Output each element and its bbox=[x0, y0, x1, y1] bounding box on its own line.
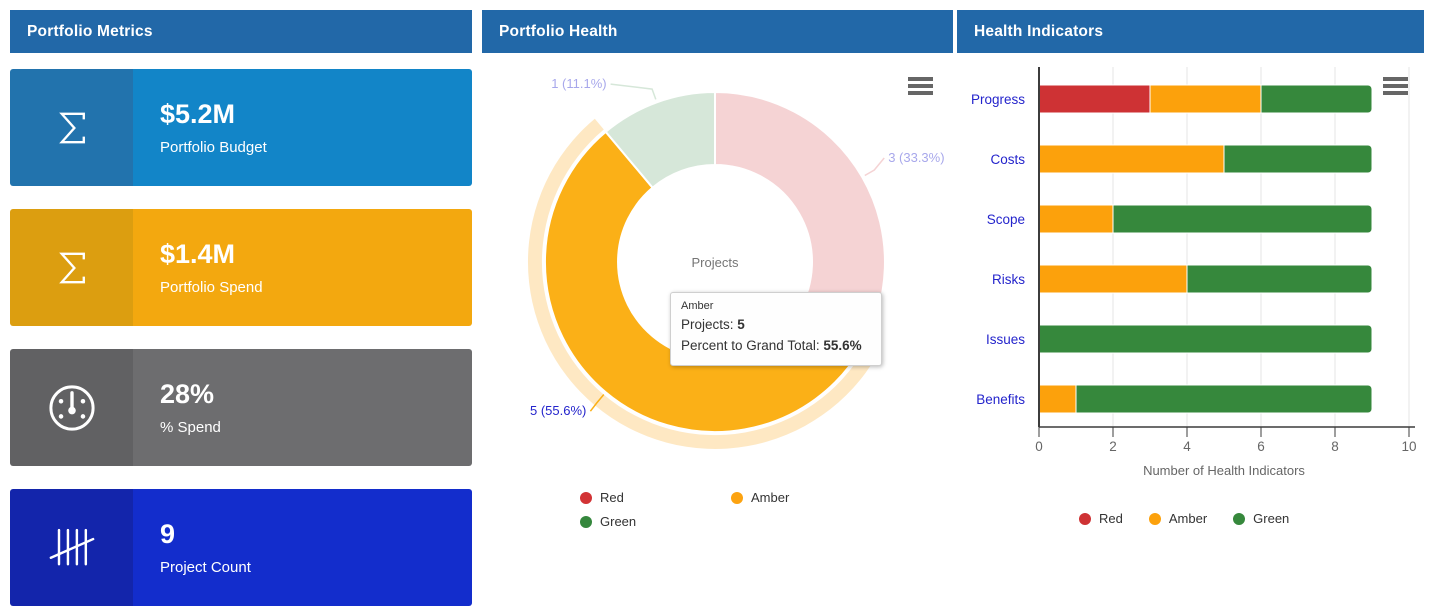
legend-item-red[interactable]: Red bbox=[1079, 511, 1123, 526]
metric-label: Portfolio Spend bbox=[160, 279, 263, 296]
metric-label: Project Count bbox=[160, 559, 251, 576]
legend-label: Green bbox=[1253, 511, 1290, 526]
panel-title-health: Portfolio Health bbox=[482, 10, 953, 53]
chart-tooltip: Amber Projects: 5 Percent to Grand Total… bbox=[670, 292, 882, 366]
x-axis-tick-label: 4 bbox=[1183, 439, 1191, 454]
pie-data-label-red[interactable]: 3 (33.3%) bbox=[888, 150, 944, 165]
x-axis-title: Number of Health Indicators bbox=[1143, 463, 1305, 478]
donut-chart-area: 3 (33.3%) 5 (55.6%) 1 (11.1%) Projects Ambe… bbox=[482, 53, 953, 609]
legend-marker bbox=[580, 491, 592, 504]
legend-marker bbox=[1148, 512, 1161, 525]
legend-label: Amber bbox=[751, 490, 790, 505]
metric-value: $1.4M bbox=[160, 239, 236, 269]
category-label-issues[interactable]: Issues bbox=[986, 332, 1025, 347]
metric-card-icon-area bbox=[10, 489, 133, 606]
metric-card-icon-area bbox=[10, 349, 133, 466]
metric-card-icon-area bbox=[10, 209, 133, 326]
metric-label: % Spend bbox=[160, 419, 221, 436]
category-label-risks[interactable]: Risks bbox=[992, 272, 1025, 287]
metric-card-project-count: 9 Project Count bbox=[10, 489, 472, 606]
tooltip-label: Projects: bbox=[681, 317, 738, 332]
metric-card-body: 28% % Spend bbox=[133, 349, 472, 466]
bar-segment-costs-green[interactable] bbox=[1223, 144, 1373, 174]
legend-label: Amber bbox=[1168, 511, 1208, 526]
bar-chart-area: Progress Costs Scope Risks Issues Benefits 0 2 4… bbox=[957, 53, 1424, 609]
pie-data-label-amber[interactable]: 5 (55.6%) bbox=[530, 403, 586, 418]
tally-icon bbox=[49, 528, 94, 565]
bar-segment-benefits-green[interactable] bbox=[1075, 384, 1373, 414]
bar-segment-scope-green[interactable] bbox=[1112, 204, 1373, 234]
bar-segment-risks-green[interactable] bbox=[1186, 264, 1373, 294]
metric-card-body: 9 Project Count bbox=[133, 489, 472, 606]
legend-label: Red bbox=[1099, 511, 1123, 526]
bar-legend: Red Amber Green bbox=[957, 511, 1424, 526]
metric-card-icon-area bbox=[10, 69, 133, 186]
x-axis-tick-label: 6 bbox=[1257, 439, 1265, 454]
bar-segment-costs-amber[interactable] bbox=[1038, 144, 1225, 174]
tooltip-series-name: Amber bbox=[681, 300, 714, 312]
metric-card-portfolio-spend: $1.4M Portfolio Spend bbox=[10, 209, 472, 326]
pie-label-connector bbox=[589, 394, 605, 412]
metric-value: 28% bbox=[160, 379, 215, 409]
sigma-icon bbox=[58, 112, 85, 143]
metric-card-body: $1.4M Portfolio Spend bbox=[133, 209, 472, 326]
tooltip-row: Percent to Grand Total: 55.6% bbox=[681, 336, 871, 357]
bar-segment-benefits-amber[interactable] bbox=[1038, 384, 1077, 414]
pie-label-connector bbox=[610, 83, 657, 100]
panel-title-indicators: Health Indicators bbox=[957, 10, 1424, 53]
metric-label: Portfolio Budget bbox=[160, 139, 267, 156]
bar-segment-issues-green[interactable] bbox=[1038, 324, 1373, 354]
portfolio-health-panel: Portfolio Health 3 (33.3%) 5 (55.6%) 1 (11… bbox=[482, 10, 953, 609]
panel-title-metrics: Portfolio Metrics bbox=[10, 10, 472, 53]
metric-value: $5.2M bbox=[160, 99, 236, 129]
bar-segment-progress-green[interactable] bbox=[1260, 84, 1373, 114]
legend-marker bbox=[1233, 512, 1246, 525]
metric-cards: $5.2M Portfolio Budget $1.4M Portfolio S… bbox=[10, 69, 472, 606]
tooltip-row: Projects: 5 bbox=[681, 315, 871, 336]
metric-card-portfolio-budget: $5.2M Portfolio Budget bbox=[10, 69, 472, 186]
legend-marker bbox=[580, 515, 592, 528]
x-axis-tick-label: 10 bbox=[1401, 439, 1416, 454]
metric-card-percent-spend: 28% % Spend bbox=[10, 349, 472, 466]
bar-segment-scope-amber[interactable] bbox=[1038, 204, 1114, 234]
legend-marker bbox=[731, 491, 743, 504]
category-label-benefits[interactable]: Benefits bbox=[976, 392, 1025, 407]
legend-item-green[interactable]: Green bbox=[1233, 511, 1289, 526]
tooltip-value: 55.6% bbox=[823, 337, 862, 353]
sigma-icon bbox=[58, 252, 85, 283]
chart-context-menu-icon[interactable] bbox=[908, 77, 933, 98]
category-label-progress[interactable]: Progress bbox=[971, 92, 1025, 107]
bar-segment-progress-red[interactable] bbox=[1038, 84, 1151, 114]
legend-label: Red bbox=[600, 490, 624, 505]
donut-legend: Red Amber Green bbox=[580, 490, 882, 529]
pie-slice-green[interactable] bbox=[604, 90, 716, 190]
chart-context-menu-icon[interactable] bbox=[1383, 77, 1408, 98]
bar-segment-progress-amber[interactable] bbox=[1149, 84, 1262, 114]
bar-chart: Progress Costs Scope Risks Issues Benefits 0 2 4… bbox=[971, 67, 1417, 478]
tooltip-label: Percent to Grand Total: bbox=[681, 337, 824, 353]
legend-marker bbox=[1079, 512, 1091, 525]
pie-data-label-green[interactable]: 1 (11.1%) bbox=[551, 76, 606, 91]
category-label-costs[interactable]: Costs bbox=[990, 152, 1025, 167]
pie-center-title: Projects bbox=[692, 255, 739, 270]
legend-item-red[interactable]: Red bbox=[580, 490, 731, 505]
category-label-scope[interactable]: Scope bbox=[987, 212, 1025, 227]
legend-item-amber[interactable]: Amber bbox=[1148, 511, 1208, 526]
tooltip-value: 5 bbox=[737, 317, 745, 332]
x-axis-tick-label: 8 bbox=[1331, 439, 1339, 454]
donut-chart: 3 (33.3%) 5 (55.6%) 1 (11.1%) Projects bbox=[527, 76, 945, 449]
gauge-icon bbox=[48, 384, 95, 431]
x-axis-tick-label: 2 bbox=[1109, 439, 1117, 454]
legend-item-amber[interactable]: Amber bbox=[731, 490, 882, 505]
bar-segment-risks-amber[interactable] bbox=[1038, 264, 1188, 294]
portfolio-metrics-panel: Portfolio Metrics $5.2M Portfolio Budget… bbox=[10, 10, 472, 606]
x-axis-tick-label: 0 bbox=[1035, 439, 1043, 454]
legend-label: Green bbox=[600, 514, 637, 529]
metric-card-body: $5.2M Portfolio Budget bbox=[133, 69, 472, 186]
metric-value: 9 bbox=[160, 519, 176, 549]
pie-label-connector bbox=[864, 157, 885, 177]
legend-item-green[interactable]: Green bbox=[580, 514, 731, 529]
health-indicators-panel: Health Indicators Progress Costs Scope Risk… bbox=[957, 10, 1424, 609]
